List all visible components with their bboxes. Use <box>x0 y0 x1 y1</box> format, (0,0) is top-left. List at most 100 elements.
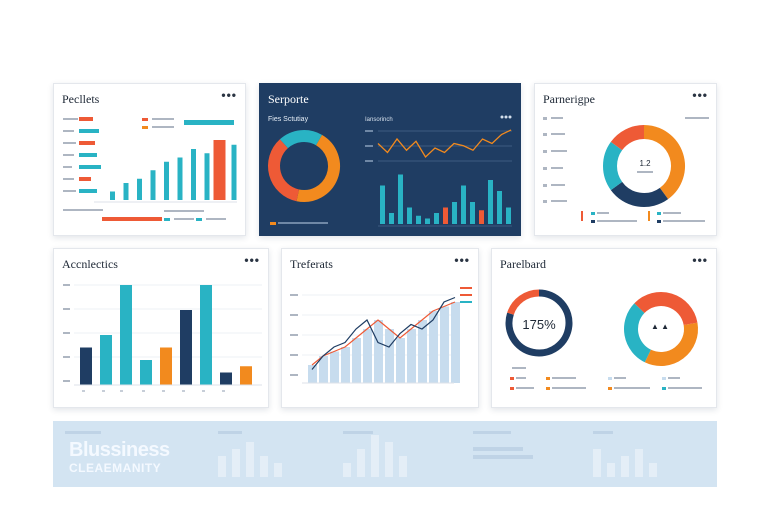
donut-slice <box>296 134 340 202</box>
bar-chart-accnlectics <box>63 284 262 392</box>
bar <box>488 180 493 224</box>
panel-serporte: Serporte Fies Sctutiay Iansorinch <box>259 83 521 236</box>
bar <box>150 170 156 200</box>
more-options-icon[interactable]: ••• <box>221 88 237 102</box>
banner-bar <box>246 442 254 477</box>
bar <box>398 174 403 224</box>
svg-text:▲ ▲: ▲ ▲ <box>651 322 669 331</box>
area-bar <box>363 329 372 383</box>
panel-title: Accnlectics <box>62 257 118 271</box>
banner-bar <box>260 456 268 477</box>
bar <box>120 285 132 385</box>
brand-tagline: CLEAEMANITY <box>69 461 162 475</box>
bar <box>220 372 232 385</box>
bar <box>180 310 192 385</box>
area-chart-treferats <box>290 287 472 384</box>
banner-bar <box>649 463 657 477</box>
area-bar <box>319 356 328 383</box>
banner-bar <box>607 463 615 477</box>
panel-parelbard: Parelbard ••• 175% ▲ ▲ <box>491 248 717 408</box>
more-options-icon[interactable]: ••• <box>244 253 260 267</box>
bar-chart-pecllets <box>63 117 237 221</box>
panel-title: Parelbard <box>500 257 546 271</box>
bar <box>100 335 112 385</box>
more-options-icon[interactable]: ••• <box>692 88 708 102</box>
area-bar <box>352 338 361 383</box>
brand-name: Blussiness <box>69 439 170 461</box>
series-line <box>377 129 512 159</box>
area-bar <box>330 351 339 383</box>
banner-bar <box>218 456 226 477</box>
serporte-charts: Fies Sctutiay Iansorinch <box>268 115 512 227</box>
bar <box>443 207 448 224</box>
parelbard-donuts: 175% ▲ ▲ <box>505 289 702 390</box>
bar <box>240 366 252 385</box>
bar <box>497 191 502 224</box>
bar <box>506 207 511 224</box>
bar <box>231 144 237 200</box>
banner-bar <box>357 449 365 477</box>
bar <box>200 285 212 385</box>
area-bar <box>407 329 416 383</box>
area-bar <box>418 320 427 383</box>
area-bar <box>385 329 394 383</box>
panel-title: Parnerigpe <box>543 92 595 106</box>
business-banner: Blussiness CLEAEMANITY <box>53 421 717 487</box>
banner-bar <box>593 449 601 477</box>
area-bar <box>451 302 460 383</box>
bar <box>461 185 466 224</box>
bar <box>80 347 92 385</box>
more-options-icon[interactable]: ••• <box>454 253 470 267</box>
bar <box>452 202 457 224</box>
bar <box>416 215 421 224</box>
banner-bar <box>635 449 643 477</box>
donut-center-value: 175% <box>522 317 556 332</box>
bar <box>110 191 115 200</box>
donut-slice <box>610 125 645 151</box>
bar <box>479 210 484 224</box>
bar <box>164 161 169 200</box>
donut-slice <box>634 292 698 326</box>
donut-slice <box>603 141 623 191</box>
banner-bar <box>621 456 629 477</box>
parnerigpe-donut: 1.2 <box>543 117 709 223</box>
bar <box>470 202 475 224</box>
bar <box>137 178 142 200</box>
bar <box>191 149 196 200</box>
banner-bar <box>399 456 407 477</box>
bar <box>204 153 210 200</box>
bar <box>380 185 385 224</box>
area-bar <box>440 306 449 383</box>
banner-bar-chart <box>65 431 657 477</box>
donut-slice <box>643 125 685 200</box>
bar <box>177 157 183 200</box>
donut-slice <box>624 303 652 363</box>
donut-slice <box>507 289 540 316</box>
bar <box>407 207 412 224</box>
panel-title: Serporte <box>268 92 309 106</box>
panel-title: Pecllets <box>62 92 100 106</box>
panel-parnerigpe: Parnerigpe ••• 1.2 <box>534 83 717 236</box>
area-bar <box>308 365 317 383</box>
series-line <box>311 301 456 366</box>
line-label: Iansorinch <box>365 117 393 123</box>
series-line <box>311 296 456 370</box>
donut-center-value: 1.2 <box>639 159 651 168</box>
bar-highlight <box>213 140 226 200</box>
bar <box>140 360 152 385</box>
bar <box>160 347 172 385</box>
donut-slice <box>279 130 322 149</box>
bar <box>425 218 430 224</box>
donut-slice <box>644 322 698 366</box>
more-options-icon[interactable]: ••• <box>692 253 708 267</box>
panel-title: Treferats <box>290 257 333 271</box>
panel-accnlectics: Accnlectics ••• <box>53 248 269 408</box>
banner-bar <box>371 435 379 477</box>
area-bar <box>396 338 405 383</box>
donut-slice <box>505 289 573 357</box>
donut-slice <box>610 181 669 207</box>
bar <box>434 213 439 224</box>
area-bar <box>341 347 350 383</box>
banner-bar <box>274 463 282 477</box>
area-bar <box>374 320 383 383</box>
